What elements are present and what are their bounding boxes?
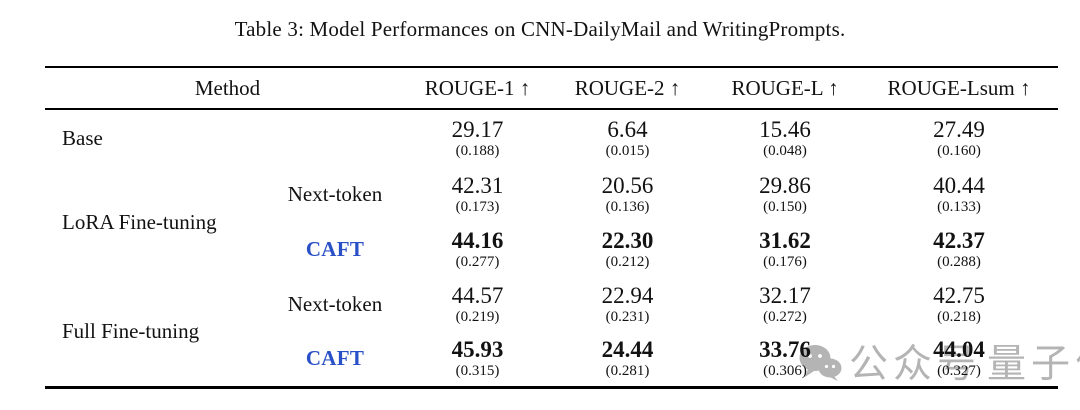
value-cell: 44.57 (0.219) xyxy=(410,277,545,332)
metric-value: 40.44 xyxy=(933,173,985,198)
metric-value: 31.62 xyxy=(759,228,811,253)
header-cell-rouge2: ROUGE-2 ↑ xyxy=(545,67,711,110)
metric-value: 22.94 xyxy=(601,283,654,308)
metric-std: (0.327) xyxy=(937,363,981,380)
metric-std: (0.188) xyxy=(455,143,500,159)
value-cell: 22.94 (0.231) xyxy=(545,277,710,332)
metric-value: 24.44 xyxy=(601,337,654,363)
metric-std: (0.315) xyxy=(455,363,500,380)
metric-value: 20.56 xyxy=(601,173,654,198)
metric-std: (0.306) xyxy=(763,363,807,380)
value-cell: 33.76 (0.306) xyxy=(710,332,860,387)
metric-value: 44.04 xyxy=(933,337,985,363)
row-label-caft: CAFT xyxy=(260,222,410,277)
metric-value: 6.64 xyxy=(607,117,648,142)
row-label-next-token: Next-token xyxy=(287,292,383,316)
metric-std: (0.288) xyxy=(937,254,981,270)
value-cell: 29.86 (0.150) xyxy=(710,167,860,222)
value-cell: 6.64 (0.015) xyxy=(545,109,710,167)
metric-std: (0.133) xyxy=(937,199,981,215)
value-cell: 29.17 (0.188) xyxy=(410,109,545,167)
table-row-base: Base 29.17 (0.188) 6.64 (0.015) 15.46 (0… xyxy=(45,109,1058,167)
metric-value: 29.86 xyxy=(759,173,811,198)
header-cell-rouge1: ROUGE-1 ↑ xyxy=(410,67,546,110)
caft-label: CAFT xyxy=(305,346,365,371)
metric-value: 22.30 xyxy=(601,228,654,253)
metric-std: (0.015) xyxy=(605,143,650,159)
metric-std: (0.281) xyxy=(605,363,650,380)
value-cell: 22.30 (0.212) xyxy=(545,222,710,277)
caft-label: CAFT xyxy=(305,237,365,261)
watermark: 公众号 量子位 xyxy=(797,342,1080,387)
performance-table-wrap: Method ROUGE-1 ↑ ROUGE-2 ↑ ROUGE-L ↑ ROU… xyxy=(45,66,1059,389)
metric-value: 42.75 xyxy=(933,283,985,308)
metric-value: 27.49 xyxy=(933,117,985,142)
value-cell: 31.62 (0.176) xyxy=(710,222,860,277)
metric-std: (0.048) xyxy=(763,143,807,159)
metric-std: (0.218) xyxy=(937,309,981,325)
metric-std: (0.160) xyxy=(937,143,981,159)
table-caption: Table 3: Model Performances on CNN-Daily… xyxy=(234,17,846,41)
metric-std: (0.272) xyxy=(763,309,807,325)
metric-std: (0.173) xyxy=(455,199,500,215)
header-cell-method: Method xyxy=(45,67,411,110)
metric-std: (0.176) xyxy=(763,254,807,270)
value-cell: 42.37 (0.288) xyxy=(860,222,1058,277)
metric-value: 44.57 xyxy=(451,283,504,308)
watermark-text-1: 公众号 xyxy=(849,342,982,386)
metric-value: 33.76 xyxy=(759,337,811,363)
group-label-full: Full Fine-tuning xyxy=(62,318,200,343)
metric-value: 45.93 xyxy=(451,337,504,363)
metric-value: 44.16 xyxy=(451,228,504,253)
group-label-lora: LoRA Fine-tuning xyxy=(62,209,217,234)
metric-value: 42.31 xyxy=(451,173,504,198)
header-cell-rougelsum: ROUGE-Lsum ↑ xyxy=(860,67,1059,110)
metric-std: (0.150) xyxy=(763,199,807,215)
value-cell: 44.04 (0.327) xyxy=(860,332,1058,387)
value-cell: 15.46 (0.048) xyxy=(710,109,860,167)
wechat-icon xyxy=(797,342,843,387)
metric-value: 29.17 xyxy=(451,117,504,142)
metric-value: 32.17 xyxy=(759,283,811,308)
value-cell: 20.56 (0.136) xyxy=(545,167,710,222)
table-row-full-next-token: Full Fine-tuning Next-token 44.57 (0.219… xyxy=(45,277,1058,343)
table-header-row: Method ROUGE-1 ↑ ROUGE-2 ↑ ROUGE-L ↑ ROU… xyxy=(45,67,1059,110)
header-cell-rougel: ROUGE-L ↑ xyxy=(710,67,861,110)
table-row-full-caft: CAFT 45.93 (0.315) 24.44 (0.281) 33.76 (… xyxy=(45,332,1058,387)
table-row-lora-next-token: LoRA Fine-tuning Next-token 42.31 (0.173… xyxy=(45,167,1058,234)
value-cell: 24.44 (0.281) xyxy=(545,332,710,387)
value-cell: 45.93 (0.315) xyxy=(410,332,545,387)
metric-value: 15.46 xyxy=(759,117,811,142)
row-label-base: Base xyxy=(62,126,103,150)
table-row-lora-caft: CAFT 44.16 (0.277) 22.30 (0.212) 31.62 (… xyxy=(45,222,1058,277)
watermark-text-2: 量子位 xyxy=(987,342,1080,386)
value-cell: 40.44 (0.133) xyxy=(860,167,1058,222)
metric-std: (0.277) xyxy=(455,254,500,270)
performance-table: Method ROUGE-1 ↑ ROUGE-2 ↑ ROUGE-L ↑ ROU… xyxy=(45,66,1059,389)
value-cell: 42.75 (0.218) xyxy=(860,277,1058,332)
value-cell: 44.16 (0.277) xyxy=(410,222,545,277)
row-label-next-token: Next-token xyxy=(287,182,383,206)
row-label-caft: CAFT xyxy=(260,332,410,387)
metric-std: (0.231) xyxy=(605,309,650,325)
metric-std: (0.136) xyxy=(605,199,650,215)
metric-std: (0.219) xyxy=(455,309,500,325)
metric-std: (0.212) xyxy=(605,254,650,270)
value-cell: 27.49 (0.160) xyxy=(860,109,1058,167)
metric-value: 42.37 xyxy=(933,228,985,253)
value-cell: 42.31 (0.173) xyxy=(410,167,545,222)
value-cell: 32.17 (0.272) xyxy=(710,277,860,332)
